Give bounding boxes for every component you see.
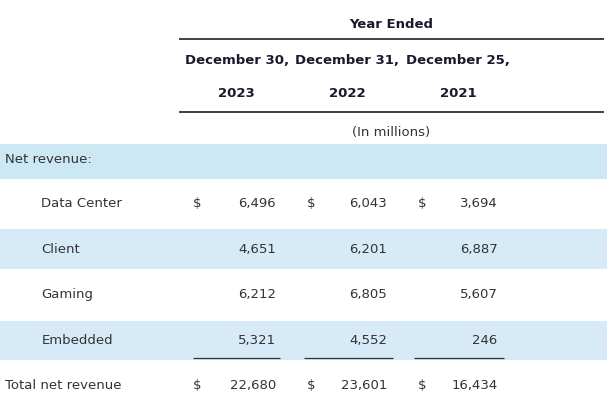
Text: 5,607: 5,607 — [460, 288, 498, 301]
Bar — [0, 229, 607, 269]
Text: Client: Client — [41, 242, 80, 256]
Text: Year Ended: Year Ended — [350, 18, 433, 32]
Text: 16,434: 16,434 — [452, 379, 498, 393]
Text: $: $ — [193, 379, 202, 393]
Text: 6,496: 6,496 — [239, 197, 276, 210]
Text: 5,321: 5,321 — [238, 334, 276, 347]
Text: December 30,: December 30, — [185, 54, 289, 67]
Text: Embedded: Embedded — [41, 334, 113, 347]
Text: $: $ — [418, 197, 426, 210]
Text: Total net revenue: Total net revenue — [5, 379, 121, 393]
Text: $: $ — [307, 197, 315, 210]
Text: Data Center: Data Center — [41, 197, 122, 210]
Text: 6,043: 6,043 — [350, 197, 387, 210]
Text: 6,887: 6,887 — [460, 242, 498, 256]
Text: 246: 246 — [472, 334, 498, 347]
Text: 4,552: 4,552 — [349, 334, 387, 347]
Text: $: $ — [418, 379, 426, 393]
Text: 3,694: 3,694 — [460, 197, 498, 210]
Text: 22,680: 22,680 — [230, 379, 276, 393]
Text: December 25,: December 25, — [406, 54, 510, 67]
Text: 6,212: 6,212 — [238, 288, 276, 301]
Text: $: $ — [193, 197, 202, 210]
Text: 23,601: 23,601 — [341, 379, 387, 393]
Text: Net revenue:: Net revenue: — [5, 153, 92, 166]
Text: December 31,: December 31, — [295, 54, 399, 67]
Text: $: $ — [307, 379, 315, 393]
Text: 2021: 2021 — [440, 87, 476, 100]
Text: (In millions): (In millions) — [353, 126, 430, 139]
Text: Gaming: Gaming — [41, 288, 93, 301]
Bar — [0, 144, 607, 179]
Bar — [0, 320, 607, 360]
Text: 6,805: 6,805 — [350, 288, 387, 301]
Text: 2023: 2023 — [219, 87, 255, 100]
Text: 4,651: 4,651 — [239, 242, 276, 256]
Text: 2022: 2022 — [329, 87, 365, 100]
Text: 6,201: 6,201 — [350, 242, 387, 256]
